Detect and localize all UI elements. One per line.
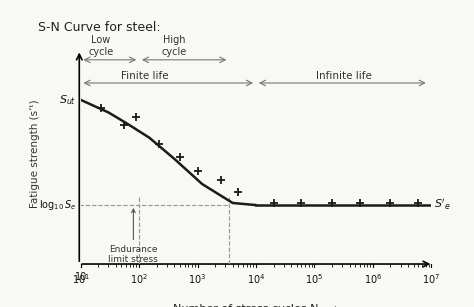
- Text: High
cycle: High cycle: [162, 35, 187, 57]
- Text: $10^6$: $10^6$: [364, 272, 382, 286]
- Text: Number of stress cycles N ⟶: Number of stress cycles N ⟶: [173, 304, 338, 307]
- Text: $10^5$: $10^5$: [305, 272, 324, 286]
- Text: $10^4$: $10^4$: [247, 272, 265, 286]
- Text: Low
cycle: Low cycle: [89, 35, 114, 57]
- Text: $10^7$: $10^7$: [422, 272, 440, 286]
- Text: $10^3$: $10^3$: [188, 272, 207, 286]
- Text: $S'_e$: $S'_e$: [434, 198, 450, 212]
- Text: Infinite life: Infinite life: [316, 71, 372, 81]
- Text: S-N Curve for steel:: S-N Curve for steel:: [38, 21, 161, 34]
- Text: $\log_{10}S_e$: $\log_{10}S_e$: [39, 198, 76, 212]
- Text: Finite life: Finite life: [121, 71, 169, 81]
- Text: 10: 10: [74, 272, 87, 282]
- Text: Fatigue strength (s’ᵗ): Fatigue strength (s’ᵗ): [30, 99, 40, 208]
- Text: Endurance
limit stress: Endurance limit stress: [109, 209, 158, 264]
- Text: $10^2$: $10^2$: [130, 272, 148, 286]
- Text: $10^1$: $10^1$: [72, 272, 90, 286]
- Text: $S_{ut}$: $S_{ut}$: [59, 93, 76, 107]
